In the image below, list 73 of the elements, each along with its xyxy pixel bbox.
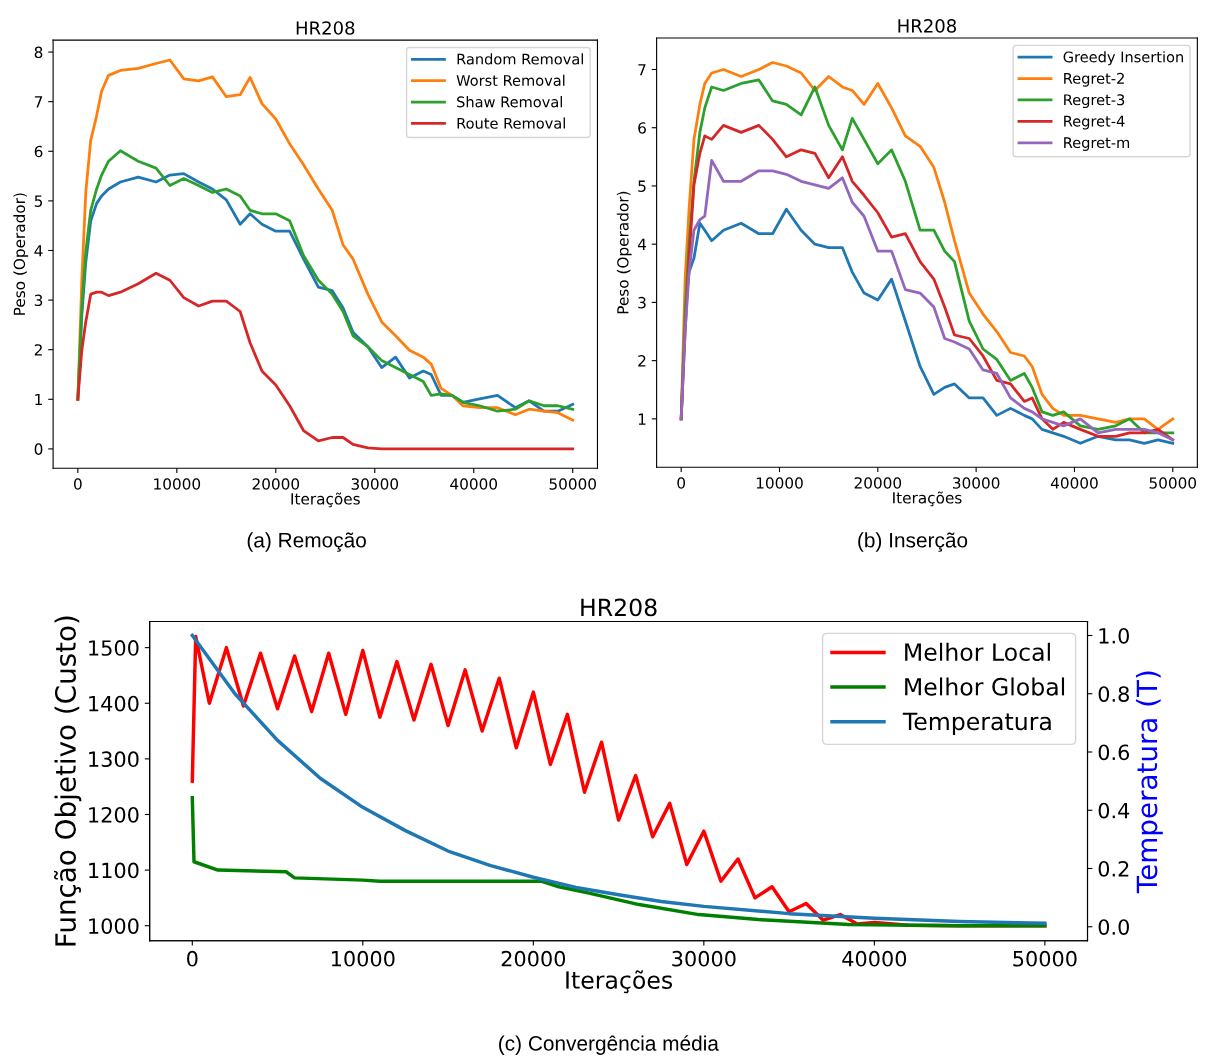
y-tick-label: 2 [638,355,646,367]
legend-label: Regret-m [1064,137,1130,151]
y2-tick-label: 0.0 [1098,919,1129,935]
legend-label: Shaw Removal [457,96,562,108]
y-tick-label: 1500 [89,640,139,656]
y-axis-title: Função Objetivo (Custo) [54,616,82,946]
legend-label: Melhor Global [905,677,1065,696]
y-tick-label: 1000 [89,918,139,934]
y-tick-label: 6 [34,145,43,158]
y2-tick-label: 1.0 [1099,627,1129,644]
y-tick-label: 1 [638,413,646,425]
y2-tick-label: 0.6 [1098,744,1130,761]
y-tick-label: 3 [638,296,646,309]
x-tick-label: 50000 [549,478,597,490]
legend-label: Temperatura [902,712,1051,735]
y-tick-label: 5 [34,195,43,207]
x-tick-label: 40000 [842,950,907,967]
x-tick-label: 10000 [331,950,395,967]
x-tick-label: 30000 [672,950,736,967]
text: (a) Remoção [247,532,366,552]
y-tick-label: 2 [34,344,42,356]
y-tick-label: 0 [34,443,43,455]
x-tick-label: 30000 [953,477,1000,489]
y-tick-label: 7 [34,96,43,108]
legend-label: Random Removal [457,53,583,65]
legend-label: Regret-3 [1064,94,1125,109]
legend-label: Regret-4 [1064,115,1125,130]
y2-tick-label: 0.4 [1098,802,1130,819]
y2-axis-title: Temperatura (T) [1135,671,1163,894]
chart-title: HR208 [898,19,957,33]
y-tick-label: 4 [637,238,647,250]
y-tick-label: 1200 [89,806,139,823]
x-axis-title: Iterações [566,970,673,994]
line-series [190,796,1047,928]
x-axis-title: Iterações [893,491,962,507]
text: (b) Inserção [858,532,968,552]
x-tick-label: 10000 [756,477,803,489]
legend-label: Route Removal [457,117,565,129]
line-series [76,271,575,451]
y-tick-label: 1100 [89,862,139,879]
x-tick-label: 0 [187,950,198,967]
x-tick-label: 30000 [351,478,399,490]
y-tick-label: 1300 [89,751,139,768]
y-axis-title: Peso (Operador) [13,193,29,315]
x-tick-label: 40000 [1050,477,1098,489]
y-tick-label: 1 [35,393,42,406]
y-tick-label: 6 [638,122,646,134]
x-tick-label: 20000 [854,477,902,489]
y2-tick-label: 0.2 [1098,860,1129,877]
y-tick-label: 3 [34,294,43,307]
y-axis-title: Peso (Operador) [616,191,632,314]
x-tick-label: 10000 [154,478,201,490]
y-tick-label: 1400 [89,695,139,712]
y-tick-label: 7 [638,64,646,76]
x-tick-label: 20000 [501,950,566,967]
x-tick-label: 0 [677,477,686,489]
x-tick-label: 50000 [1013,950,1077,967]
y-tick-label: 4 [34,245,43,257]
legend-label: Regret-2 [1064,72,1124,87]
y-tick-label: 5 [638,180,646,192]
legend-label: Melhor Local [905,642,1050,662]
y-tick-label: 8 [34,46,43,59]
chart-title: HR208 [581,598,657,617]
x-axis-title: Iterações [291,492,360,508]
legend-label: Worst Removal [456,74,565,86]
x-tick-label: 50000 [1149,477,1197,489]
y2-tick-label: 0.8 [1098,686,1129,702]
x-tick-label: 20000 [252,478,300,490]
x-tick-label: 40000 [450,478,498,490]
text: (c) Convergência média [499,1035,719,1055]
x-tick-label: 0 [74,478,82,490]
chart-title: HR208 [296,21,355,35]
legend-label: Greedy Insertion [1063,51,1183,66]
